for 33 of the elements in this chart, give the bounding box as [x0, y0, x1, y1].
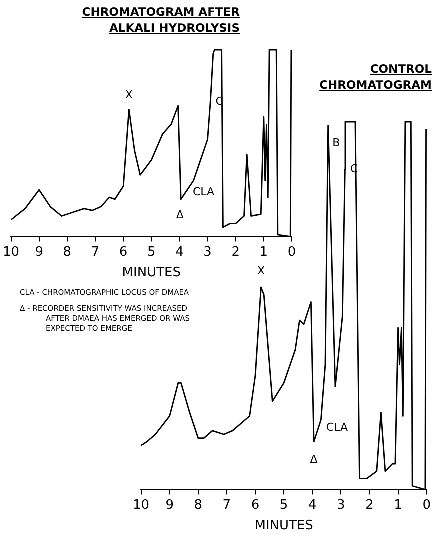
x-tick-label: 10 [3, 244, 20, 260]
x-tick-label: 0 [288, 244, 296, 260]
x-tick-label: 5 [147, 244, 156, 260]
annotation: B [332, 136, 340, 150]
x-tick-label: 3 [204, 244, 212, 260]
chart-title: CHROMATOGRAM AFTER ALKALI HYDROLYSIS [81, 4, 240, 36]
x-tick-label: 9 [166, 498, 174, 513]
x-tick-label: 8 [194, 498, 203, 513]
annotation: Δ [310, 452, 318, 466]
annotation: X [125, 88, 134, 102]
x-tick-label: 10 [133, 498, 150, 513]
x-tick-label: 2 [366, 498, 374, 513]
x-tick-label: 4 [308, 498, 317, 513]
annotation: X [257, 264, 266, 278]
x-tick-label: 2 [232, 244, 240, 260]
x-tick-label: 7 [91, 244, 100, 260]
annotation: CLA [326, 420, 348, 434]
chart-title: CONTROL CHROMATOGRAM [318, 61, 432, 93]
x-tick-label: 6 [119, 244, 128, 260]
x-tick-label: 8 [63, 244, 72, 260]
x-tick-label: 6 [251, 498, 260, 513]
x-tick-label: 0 [422, 498, 432, 513]
x-tick-label: 4 [176, 244, 184, 260]
annotation: Δ [176, 208, 184, 222]
x-axis-title: MINUTES [122, 266, 181, 281]
x-tick-label: 7 [222, 498, 232, 513]
x-tick-label: 1 [394, 498, 402, 513]
x-tick-label: 1 [260, 244, 268, 260]
annotation: CLA [192, 186, 216, 199]
x-tick-label: 3 [337, 498, 346, 513]
x-tick-label: 9 [35, 244, 44, 260]
x-axis-title: MINUTES [254, 518, 314, 534]
x-tick-label: 5 [280, 498, 288, 513]
